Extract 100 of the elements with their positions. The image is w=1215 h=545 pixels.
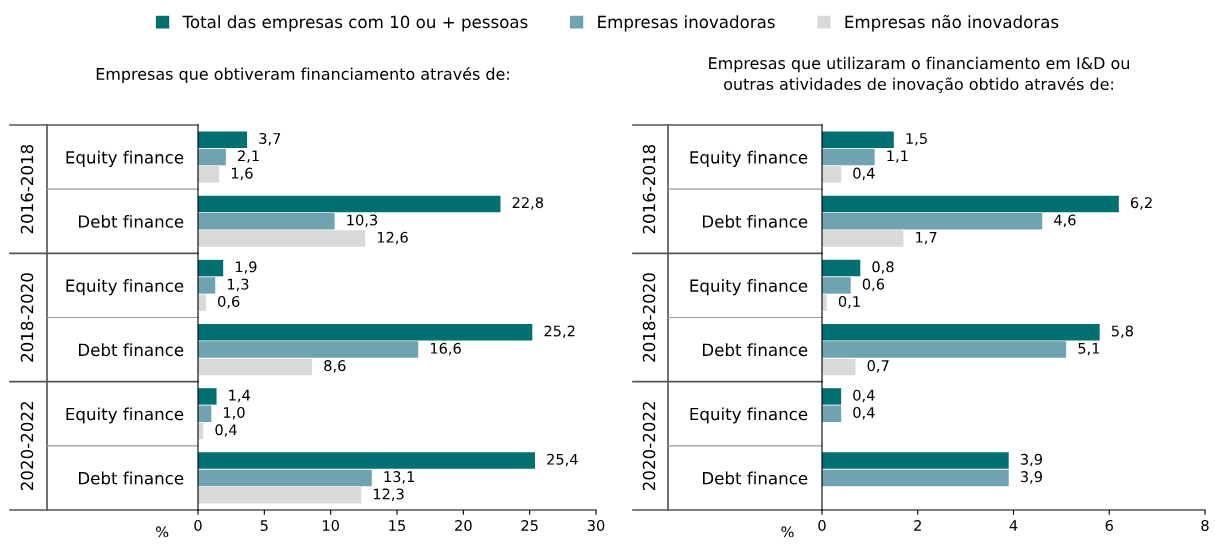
bar <box>198 213 335 230</box>
data-label: 8,6 <box>324 360 346 373</box>
data-label: 0,6 <box>218 295 240 309</box>
text: 2018-2020 <box>20 273 34 362</box>
bar <box>822 213 1043 230</box>
x-tick-label: 15 <box>389 520 405 532</box>
bar <box>822 324 1100 341</box>
text: 2016-2018 <box>642 144 656 234</box>
bar <box>822 405 842 422</box>
bar <box>198 487 362 504</box>
bar <box>198 131 248 148</box>
data-label: 1,1 <box>887 150 908 163</box>
text: 2016-2018 <box>20 144 34 234</box>
legend-label: Empresas não inovadoras <box>845 15 1059 32</box>
data-label: 3,9 <box>1020 471 1042 484</box>
y-tick-label: Debt finance <box>702 343 808 357</box>
bar <box>198 230 366 247</box>
bar <box>198 148 226 166</box>
x-tick-label: 20 <box>455 519 472 532</box>
data-label: 0,7 <box>867 360 889 373</box>
data-label: 5,8 <box>1111 325 1133 338</box>
y-tick-label: Equity finance <box>690 279 808 296</box>
bar <box>198 195 501 213</box>
data-label: 1,7 <box>916 231 937 245</box>
data-label: 2,1 <box>238 150 259 163</box>
bar <box>198 166 220 183</box>
bar <box>822 341 1067 358</box>
data-label: 0,6 <box>862 278 885 292</box>
data-label: 6,2 <box>1130 197 1152 210</box>
y-tick-label: Equity finance <box>66 407 184 424</box>
bar <box>198 259 224 277</box>
x-tick-label: 6 <box>1105 519 1113 532</box>
data-label: 4,6 <box>1054 214 1076 227</box>
bar <box>822 148 875 166</box>
y-tick-label: Equity finance <box>66 279 184 296</box>
y-tick-label: Debt finance <box>78 343 184 357</box>
bar <box>822 131 894 148</box>
data-label: 16,6 <box>430 342 461 356</box>
data-label: 0,4 <box>853 167 875 181</box>
data-label: 1,0 <box>223 406 245 420</box>
data-label: 0,1 <box>838 295 860 309</box>
text: 2020-2022 <box>20 402 34 491</box>
x-axis-title: % <box>156 526 169 538</box>
y-tick-label: Equity finance <box>66 150 184 167</box>
y-tick-label: Debt finance <box>702 471 808 485</box>
bar <box>198 358 313 376</box>
bar <box>822 259 861 277</box>
bar <box>198 324 533 341</box>
x-tick-label: 30 <box>587 519 605 532</box>
data-label: 0,4 <box>215 424 237 437</box>
legend-label: Empresas inovadoras <box>598 15 775 32</box>
x-tick-label: 5 <box>260 520 268 532</box>
data-label: 13,1 <box>384 471 415 484</box>
x-tick-label: 0 <box>194 519 202 532</box>
data-label: 1,4 <box>229 389 251 403</box>
data-label: 1,6 <box>231 167 253 181</box>
data-label: 22,8 <box>512 197 544 210</box>
x-tick-label: 8 <box>1201 519 1209 532</box>
y-tick-label: Equity finance <box>690 150 808 167</box>
chart-title: Empresas que obtiveram financiamento através de: <box>96 66 509 84</box>
data-label: 1,5 <box>906 133 927 146</box>
chart-title: Empresas que utilizaram o financiamento em I&D ou outras atividades de inovação obtido através de: <box>709 56 1129 93</box>
y-tick-label: Equity finance <box>690 407 808 424</box>
bar <box>198 452 535 469</box>
data-label: 12,6 <box>377 231 408 245</box>
y-tick-label: Debt finance <box>78 214 184 228</box>
data-label: 5,1 <box>1078 342 1100 356</box>
legend-label: Total das empresas com 10 ou + pessoas <box>182 15 528 32</box>
bar <box>822 388 842 405</box>
y-tick-label: Debt finance <box>702 214 808 228</box>
bar <box>198 341 419 358</box>
data-label: 25,4 <box>547 453 578 467</box>
bar <box>198 469 372 487</box>
x-tick-label: 0 <box>818 519 826 532</box>
x-axis-title: % <box>781 526 794 538</box>
text: 2018-2020 <box>642 273 656 362</box>
data-label: 0,8 <box>872 261 894 274</box>
x-tick-label: 25 <box>521 519 538 532</box>
data-label: 10,3 <box>347 214 378 227</box>
x-tick-label: 2 <box>914 519 921 531</box>
bar <box>822 195 1119 213</box>
data-label: 0,4 <box>853 406 875 420</box>
data-label: 3,9 <box>1020 453 1042 467</box>
bar <box>822 230 904 247</box>
y-tick-label: Debt finance <box>78 471 184 485</box>
data-label: 1,3 <box>227 278 249 292</box>
data-label: 25,2 <box>544 325 575 338</box>
bar <box>822 358 856 376</box>
bar <box>198 388 217 405</box>
data-label: 1,9 <box>235 261 257 274</box>
bar <box>198 277 216 294</box>
x-tick-label: 4 <box>1009 520 1018 531</box>
bar <box>822 277 851 294</box>
text: 2020-2022 <box>642 402 656 491</box>
bar <box>822 469 1009 487</box>
data-label: 3,7 <box>259 132 281 146</box>
x-tick-label: 10 <box>322 519 339 532</box>
data-label: 12,3 <box>373 488 404 501</box>
data-label: 0,4 <box>853 389 875 403</box>
bar <box>822 166 842 183</box>
